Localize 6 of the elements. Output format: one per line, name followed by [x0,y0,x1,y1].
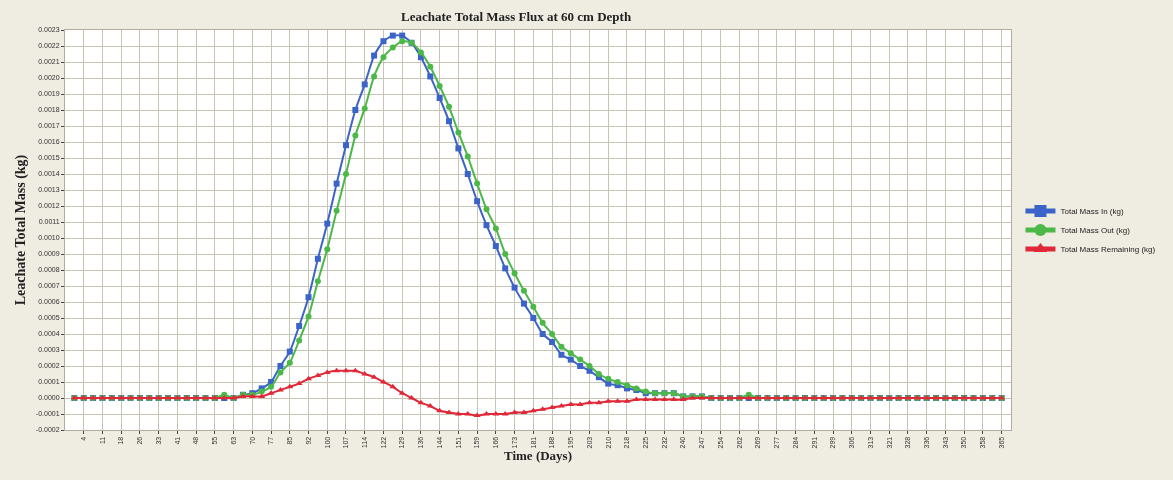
legend-label: Total Mass In (kg) [1060,207,1124,217]
chart-title: Leachate Total Mass Flux at 60 cm Depth [401,9,632,25]
x-axis-title: Time (Days) [503,448,573,464]
legend-label: Total Mass Out (kg) [1060,226,1131,236]
legend-label: Total Mass Remaining (kg) [1060,245,1156,255]
y-axis-title: Leachate Total Mass (kg) [13,154,30,306]
